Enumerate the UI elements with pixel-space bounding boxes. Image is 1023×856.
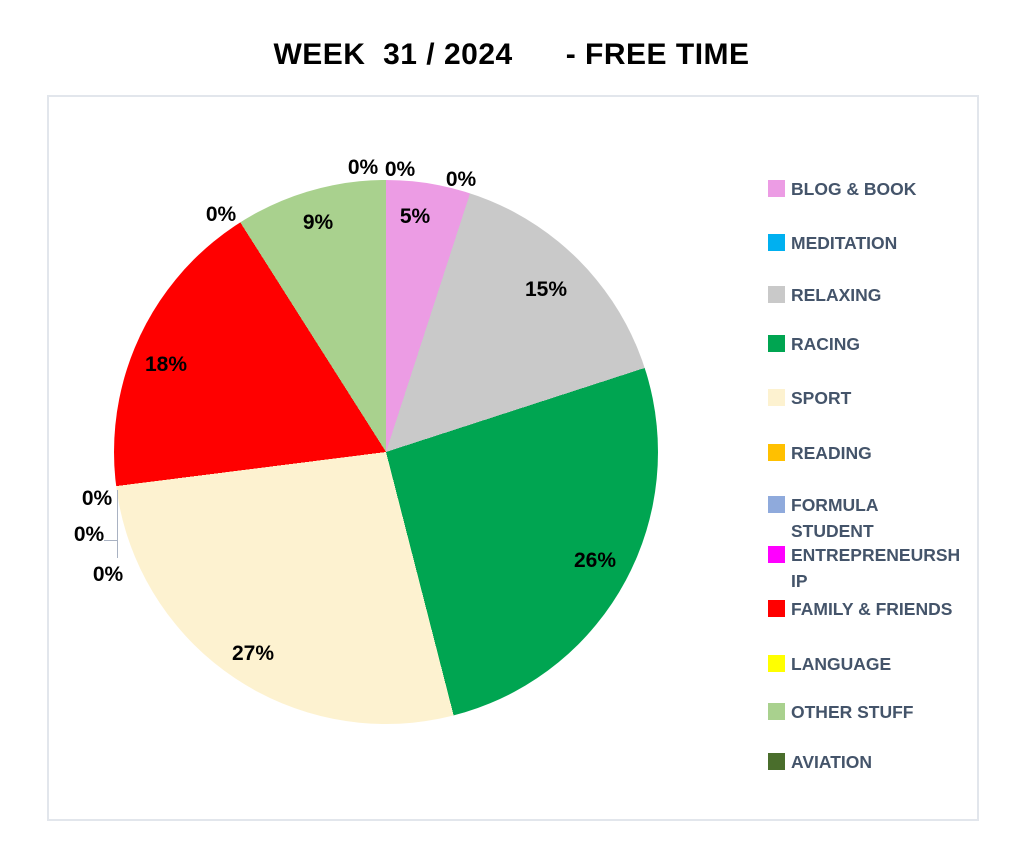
pie-data-label: 0% <box>92 563 124 586</box>
pie-data-label: 0% <box>205 203 237 226</box>
legend-item-relaxing[interactable]: RELAXING <box>768 282 973 308</box>
label-leader-line-vertical <box>117 490 118 558</box>
plot-area-border <box>47 95 979 821</box>
legend-swatch-icon <box>768 600 785 617</box>
legend-item-label: SPORT <box>791 388 852 408</box>
legend-item-other-stuff[interactable]: OTHER STUFF <box>768 699 973 725</box>
legend-swatch-icon <box>768 546 785 563</box>
legend-item-label: OTHER STUFF <box>791 702 914 722</box>
legend-item-label: BLOG & BOOK <box>791 179 917 199</box>
legend-swatch-icon <box>768 389 785 406</box>
pie-data-label: 0% <box>384 158 416 181</box>
pie-data-label: 5% <box>399 205 431 228</box>
legend-swatch-icon <box>768 444 785 461</box>
legend-swatch-icon <box>768 655 785 672</box>
legend-item-family-friends[interactable]: FAMILY & FRIENDS <box>768 596 973 622</box>
pie-data-label: 15% <box>524 278 568 301</box>
legend-swatch-icon <box>768 753 785 770</box>
pie-data-label: 18% <box>144 353 188 376</box>
pie-data-label: 26% <box>573 549 617 572</box>
legend-item-label: FAMILY & FRIENDS <box>791 599 953 619</box>
legend-item-meditation[interactable]: MEDITATION <box>768 230 973 256</box>
pie-chart[interactable] <box>114 180 658 724</box>
pie-data-label: 0% <box>73 523 105 546</box>
legend-item-blog-book[interactable]: BLOG & BOOK <box>768 176 973 202</box>
legend-item-aviation[interactable]: AVIATION <box>768 749 973 775</box>
pie-data-label: 0% <box>445 168 477 191</box>
legend-item-label: MEDITATION <box>791 233 898 253</box>
label-leader-line-elbow <box>104 540 117 541</box>
legend-item-sport[interactable]: SPORT <box>768 385 973 411</box>
legend-item-label: AVIATION <box>791 752 873 772</box>
legend-item-label: ENTREPRENEURSH IP <box>791 545 961 591</box>
legend-item-reading[interactable]: READING <box>768 440 973 466</box>
legend-swatch-icon <box>768 703 785 720</box>
legend-swatch-icon <box>768 286 785 303</box>
legend-swatch-icon <box>768 496 785 513</box>
pie-data-label: 9% <box>302 211 334 234</box>
legend-item-entrepreneursh-ip[interactable]: ENTREPRENEURSH IP <box>768 542 973 594</box>
pie-data-label: 0% <box>81 487 113 510</box>
legend-item-label: READING <box>791 443 872 463</box>
pie-data-label: 27% <box>231 642 275 665</box>
legend-swatch-icon <box>768 180 785 197</box>
legend-item-racing[interactable]: RACING <box>768 331 973 357</box>
legend-item-label: RELAXING <box>791 285 882 305</box>
chart-title: WEEK 31 / 2024 - FREE TIME <box>273 38 750 71</box>
legend-item-label: LANGUAGE <box>791 654 892 674</box>
legend-item-formula-student[interactable]: FORMULA STUDENT <box>768 492 973 544</box>
legend-swatch-icon <box>768 335 785 352</box>
legend-item-label: RACING <box>791 334 861 354</box>
pie-data-label: 0% <box>347 156 379 179</box>
legend-swatch-icon <box>768 234 785 251</box>
legend-item-language[interactable]: LANGUAGE <box>768 651 973 677</box>
legend-item-label: FORMULA STUDENT <box>791 495 879 541</box>
